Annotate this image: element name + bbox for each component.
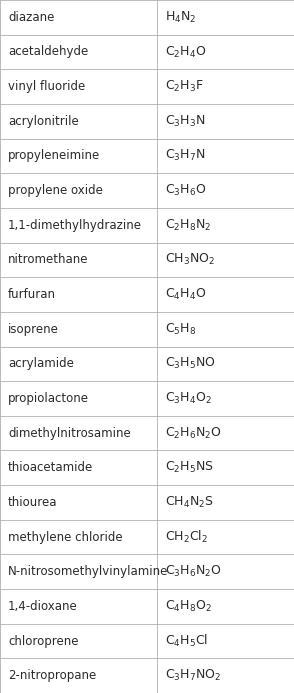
Text: thioacetamide: thioacetamide xyxy=(8,462,93,474)
Text: $\mathrm{C}_{3}\mathrm{H}_{6}\mathrm{O}$: $\mathrm{C}_{3}\mathrm{H}_{6}\mathrm{O}$ xyxy=(165,183,206,198)
Text: $\mathrm{C}_{2}\mathrm{H}_{4}\mathrm{O}$: $\mathrm{C}_{2}\mathrm{H}_{4}\mathrm{O}$ xyxy=(165,44,206,60)
Text: isoprene: isoprene xyxy=(8,323,59,335)
Text: $\mathrm{C}_{4}\mathrm{H}_{8}\mathrm{O}_{2}$: $\mathrm{C}_{4}\mathrm{H}_{8}\mathrm{O}_… xyxy=(165,599,212,614)
Text: diazane: diazane xyxy=(8,11,54,24)
Text: propyleneimine: propyleneimine xyxy=(8,150,100,162)
Text: furfuran: furfuran xyxy=(8,288,56,301)
Text: acetaldehyde: acetaldehyde xyxy=(8,46,88,58)
Text: thiourea: thiourea xyxy=(8,496,58,509)
Text: nitromethane: nitromethane xyxy=(8,254,88,266)
Text: $\mathrm{C}_{4}\mathrm{H}_{5}\mathrm{Cl}$: $\mathrm{C}_{4}\mathrm{H}_{5}\mathrm{Cl}… xyxy=(165,633,208,649)
Text: propylene oxide: propylene oxide xyxy=(8,184,103,197)
Text: $\mathrm{C}_{2}\mathrm{H}_{3}\mathrm{F}$: $\mathrm{C}_{2}\mathrm{H}_{3}\mathrm{F}$ xyxy=(165,79,204,94)
Text: $\mathrm{C}_{5}\mathrm{H}_{8}$: $\mathrm{C}_{5}\mathrm{H}_{8}$ xyxy=(165,322,196,337)
Text: vinyl fluoride: vinyl fluoride xyxy=(8,80,85,93)
Text: $\mathrm{C}_{3}\mathrm{H}_{3}\mathrm{N}$: $\mathrm{C}_{3}\mathrm{H}_{3}\mathrm{N}$ xyxy=(165,114,205,129)
Text: $\mathrm{H}_{4}\mathrm{N}_{2}$: $\mathrm{H}_{4}\mathrm{N}_{2}$ xyxy=(165,10,196,25)
Text: $\mathrm{C}_{3}\mathrm{H}_{7}\mathrm{NO}_{2}$: $\mathrm{C}_{3}\mathrm{H}_{7}\mathrm{NO}… xyxy=(165,668,221,683)
Text: $\mathrm{CH}_{3}\mathrm{NO}_{2}$: $\mathrm{CH}_{3}\mathrm{NO}_{2}$ xyxy=(165,252,215,267)
Text: $\mathrm{C}_{3}\mathrm{H}_{6}\mathrm{N}_{2}\mathrm{O}$: $\mathrm{C}_{3}\mathrm{H}_{6}\mathrm{N}_… xyxy=(165,564,222,579)
Text: acrylonitrile: acrylonitrile xyxy=(8,115,79,128)
Text: 2-nitropropane: 2-nitropropane xyxy=(8,669,96,682)
Text: $\mathrm{CH}_{2}\mathrm{Cl}_{2}$: $\mathrm{CH}_{2}\mathrm{Cl}_{2}$ xyxy=(165,529,208,545)
Text: $\mathrm{C}_{4}\mathrm{H}_{4}\mathrm{O}$: $\mathrm{C}_{4}\mathrm{H}_{4}\mathrm{O}$ xyxy=(165,287,206,302)
Text: methylene chloride: methylene chloride xyxy=(8,531,123,543)
Text: propiolactone: propiolactone xyxy=(8,392,89,405)
Text: $\mathrm{C}_{3}\mathrm{H}_{7}\mathrm{N}$: $\mathrm{C}_{3}\mathrm{H}_{7}\mathrm{N}$ xyxy=(165,148,205,164)
Text: 1,1-dimethylhydrazine: 1,1-dimethylhydrazine xyxy=(8,219,142,231)
Text: dimethylnitrosamine: dimethylnitrosamine xyxy=(8,427,131,439)
Text: $\mathrm{C}_{3}\mathrm{H}_{4}\mathrm{O}_{2}$: $\mathrm{C}_{3}\mathrm{H}_{4}\mathrm{O}_… xyxy=(165,391,212,406)
Text: $\mathrm{C}_{3}\mathrm{H}_{5}\mathrm{NO}$: $\mathrm{C}_{3}\mathrm{H}_{5}\mathrm{NO}… xyxy=(165,356,216,371)
Text: $\mathrm{C}_{2}\mathrm{H}_{6}\mathrm{N}_{2}\mathrm{O}$: $\mathrm{C}_{2}\mathrm{H}_{6}\mathrm{N}_… xyxy=(165,426,222,441)
Text: $\mathrm{C}_{2}\mathrm{H}_{8}\mathrm{N}_{2}$: $\mathrm{C}_{2}\mathrm{H}_{8}\mathrm{N}_… xyxy=(165,218,211,233)
Text: acrylamide: acrylamide xyxy=(8,358,74,370)
Text: $\mathrm{CH}_{4}\mathrm{N}_{2}\mathrm{S}$: $\mathrm{CH}_{4}\mathrm{N}_{2}\mathrm{S}… xyxy=(165,495,214,510)
Text: 1,4-dioxane: 1,4-dioxane xyxy=(8,600,78,613)
Text: N-nitrosomethylvinylamine: N-nitrosomethylvinylamine xyxy=(8,565,168,578)
Text: chloroprene: chloroprene xyxy=(8,635,78,647)
Text: $\mathrm{C}_{2}\mathrm{H}_{5}\mathrm{NS}$: $\mathrm{C}_{2}\mathrm{H}_{5}\mathrm{NS}… xyxy=(165,460,214,475)
